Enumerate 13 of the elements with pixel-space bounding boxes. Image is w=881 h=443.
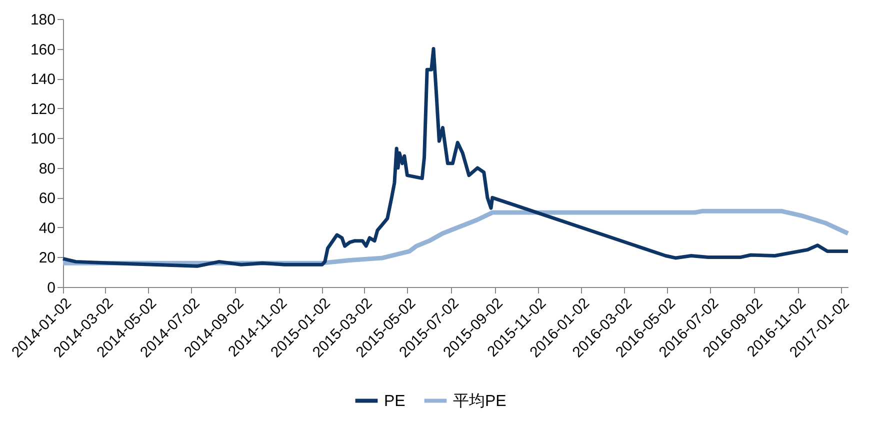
y-tick-label: 40 [38, 220, 56, 237]
y-tick-label: 20 [38, 250, 56, 267]
y-tick-label: 140 [30, 71, 56, 88]
legend-label: PE [384, 392, 406, 410]
line-series [61, 47, 850, 268]
y-tick-label: 100 [30, 130, 56, 148]
y-tick-label: 120 [30, 100, 56, 118]
y-tick-label: 180 [30, 12, 56, 28]
y-tick-label: 60 [38, 190, 56, 208]
y-tick-label: 80 [38, 160, 56, 178]
y-tick-label: 0 [47, 280, 56, 296]
y-tick-label: 160 [30, 41, 56, 58]
legend-label: 平均PE [453, 392, 506, 410]
